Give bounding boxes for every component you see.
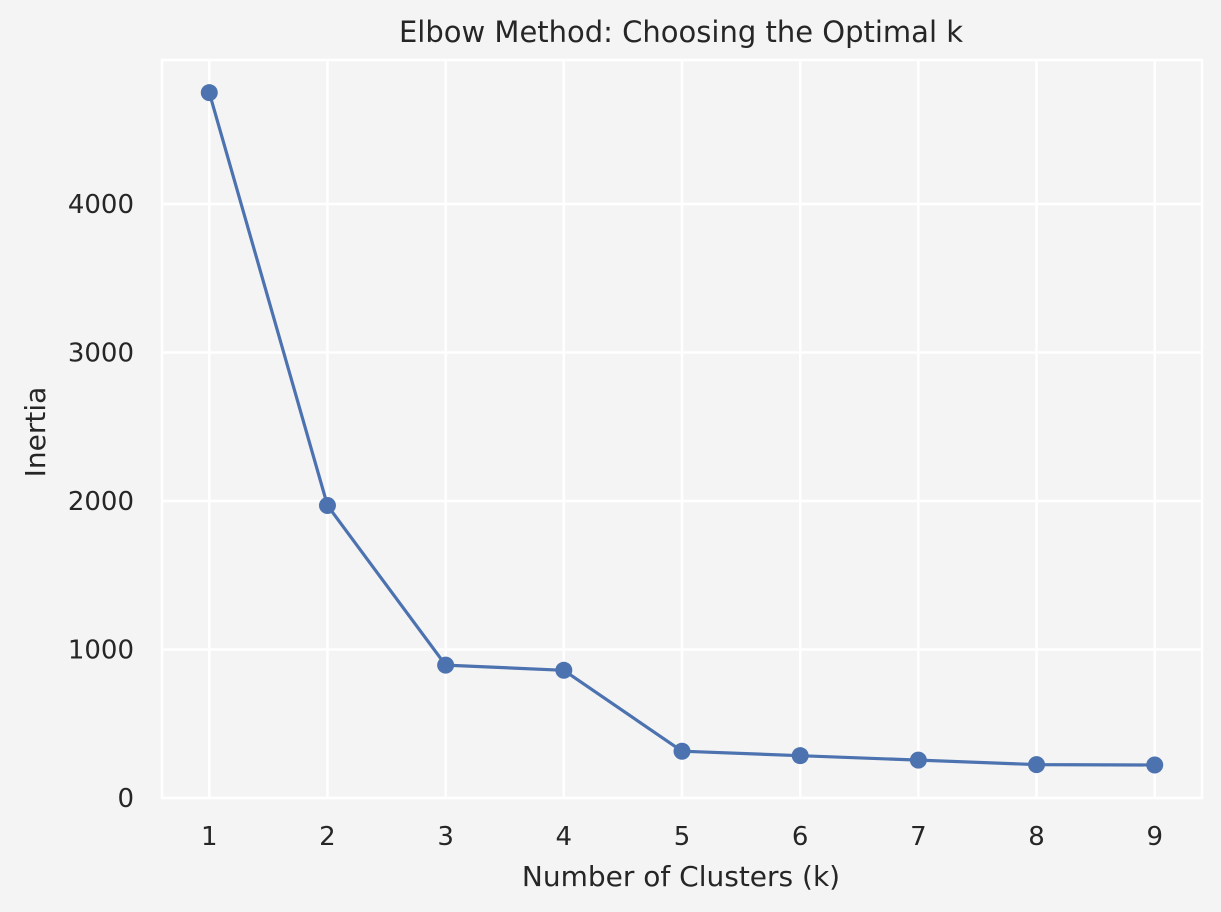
x-tick-label: 2 — [319, 822, 336, 852]
chart-title: Elbow Method: Choosing the Optimal k — [399, 15, 963, 49]
y-axis-label: Inertia — [19, 387, 52, 478]
y-tick-label: 1000 — [68, 636, 134, 666]
data-point — [318, 496, 336, 514]
data-point — [200, 84, 218, 102]
data-point — [791, 747, 809, 765]
x-tick-label: 1 — [201, 822, 218, 852]
x-tick-label: 4 — [556, 822, 573, 852]
data-point — [909, 751, 927, 769]
data-point — [1028, 756, 1046, 774]
y-tick-label: 0 — [117, 784, 134, 814]
x-tick-label: 9 — [1146, 822, 1163, 852]
x-tick-label: 7 — [910, 822, 927, 852]
y-tick-label: 4000 — [68, 190, 134, 220]
data-point — [673, 742, 691, 760]
axis-ticks: 1 2 3 4 5 6 7 8 9 0 1000 2000 3000 4000 — [68, 190, 1163, 852]
data-series — [200, 84, 1164, 774]
x-axis-label: Number of Clusters (k) — [522, 860, 840, 893]
plot-area-frame — [160, 58, 1204, 800]
data-point — [1146, 756, 1164, 774]
y-tick-label: 3000 — [68, 339, 134, 369]
x-tick-label: 5 — [674, 822, 691, 852]
x-tick-label: 6 — [792, 822, 809, 852]
x-tick-label: 3 — [437, 822, 454, 852]
grid-lines — [162, 60, 1202, 800]
x-tick-label: 8 — [1028, 822, 1045, 852]
y-tick-label: 2000 — [68, 487, 134, 517]
data-point — [437, 656, 455, 674]
data-point — [555, 661, 573, 679]
